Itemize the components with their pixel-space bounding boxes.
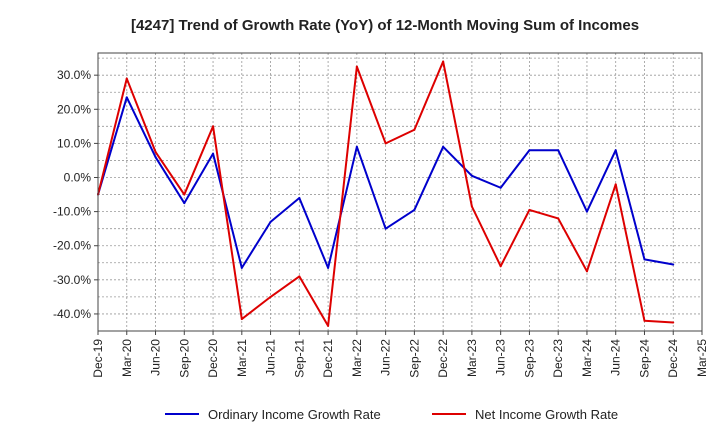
series-2-point	[327, 324, 330, 327]
series-1-point	[528, 149, 531, 152]
y-tick-label: 0.0%	[64, 171, 92, 185]
series-1-point	[183, 202, 186, 205]
y-axis-ticks: 30.0% 20.0% 10.0% 0.0% -10.0% -20.0% -30.0% -40…	[53, 68, 98, 321]
x-tick-label: Mar-23	[465, 339, 479, 377]
series-1-point	[298, 196, 301, 199]
y-tick-label: -40.0%	[53, 307, 91, 321]
series-2-point	[643, 319, 646, 322]
series-1-point	[672, 263, 675, 266]
x-tick-label: Dec-22	[436, 339, 450, 378]
series-2-point	[298, 275, 301, 278]
x-tick-label: Sep-21	[292, 339, 306, 378]
chart-title: [4247] Trend of Growth Rate (YoY) of 12-…	[131, 17, 639, 34]
x-tick-label: Jun-24	[609, 339, 623, 376]
series-2-point	[470, 205, 473, 208]
x-tick-label: Mar-21	[235, 339, 249, 377]
series-1-point	[499, 186, 502, 189]
x-tick-label: Dec-19	[91, 339, 105, 378]
series-2-point	[672, 321, 675, 324]
series-2-point	[125, 77, 128, 80]
x-tick-label: Mar-25	[695, 339, 709, 377]
y-tick-label: 30.0%	[57, 68, 91, 82]
legend: Ordinary Income Growth Rate Net Income Gr…	[165, 407, 618, 422]
x-tick-label: Dec-20	[206, 339, 220, 378]
x-tick-label: Jun-21	[264, 339, 278, 376]
series-1-point	[384, 227, 387, 230]
series-1-point	[442, 145, 445, 148]
x-tick-label: Dec-23	[551, 339, 565, 378]
series-2-point	[557, 217, 560, 220]
series-1-point	[643, 258, 646, 261]
series-2-point	[183, 193, 186, 196]
x-tick-label: Mar-24	[580, 339, 594, 377]
series-2-point	[212, 125, 215, 128]
y-tick-label: -20.0%	[53, 239, 91, 253]
y-tick-label: -10.0%	[53, 205, 91, 219]
series-1-point	[470, 174, 473, 177]
series-1-point	[269, 220, 272, 223]
series-2-point	[154, 150, 157, 153]
series-2-point	[528, 208, 531, 211]
series-1-point	[355, 145, 358, 148]
plot-area-frame	[97, 52, 703, 332]
series-1-point	[413, 208, 416, 211]
series-2-point	[585, 270, 588, 273]
series-1-point	[125, 96, 128, 99]
legend-label-1: Ordinary Income Growth Rate	[208, 407, 381, 422]
x-tick-label: Jun-20	[149, 339, 163, 376]
series-2-point	[355, 65, 358, 68]
series-1-point	[614, 149, 617, 152]
series-1-point	[585, 210, 588, 213]
series-2-point	[413, 128, 416, 131]
x-tick-label: Jun-22	[379, 339, 393, 376]
series-2-point	[384, 142, 387, 145]
x-tick-label: Mar-22	[350, 339, 364, 377]
series-1-point	[240, 266, 243, 269]
series-1-point	[327, 266, 330, 269]
x-tick-label: Sep-22	[407, 339, 421, 378]
series-2-point	[499, 265, 502, 268]
x-tick-label: Sep-23	[522, 339, 536, 378]
series-1-point	[557, 149, 560, 152]
series-2-point	[269, 295, 272, 298]
x-tick-label: Sep-24	[637, 339, 651, 378]
grid	[98, 53, 702, 331]
legend-label-2: Net Income Growth Rate	[475, 407, 618, 422]
series-2-point	[442, 60, 445, 63]
series-1-point	[212, 152, 215, 155]
x-axis-ticks: Dec-19 Mar-20 Jun-20 Sep-20 Dec-20 Mar-21 Jun-…	[91, 331, 709, 378]
series-2-point	[614, 183, 617, 186]
series-1-point	[154, 156, 157, 159]
y-tick-label: 20.0%	[57, 102, 91, 116]
series-2-point	[240, 318, 243, 321]
y-tick-label: -30.0%	[53, 273, 91, 287]
x-tick-label: Mar-20	[120, 339, 134, 377]
x-tick-label: Dec-21	[321, 339, 335, 378]
x-tick-label: Jun-23	[494, 339, 508, 376]
y-tick-label: 10.0%	[57, 136, 91, 150]
x-tick-label: Dec-24	[666, 339, 680, 378]
x-tick-label: Sep-20	[177, 339, 191, 378]
